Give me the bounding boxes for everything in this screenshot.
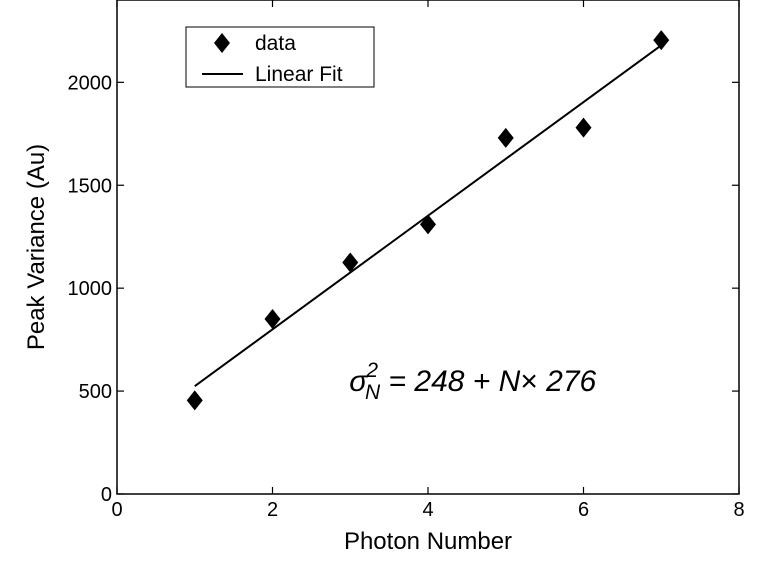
y-tick-label: 500 (79, 381, 112, 403)
data-point (653, 30, 670, 51)
legend-label-linear-fit: Linear Fit (255, 63, 343, 86)
x-tick-label: 6 (578, 499, 589, 521)
data-point (575, 117, 592, 138)
y-tick-label: 0 (101, 484, 112, 506)
data-point (497, 127, 514, 148)
data-point (420, 214, 436, 235)
y-tick-label: 1500 (68, 175, 113, 197)
equation-superscript: 2 (365, 359, 378, 382)
equation-times: × (520, 365, 538, 398)
data-point (264, 309, 281, 330)
data-point (186, 390, 203, 411)
data-point (342, 252, 359, 273)
legend-label-data: data (255, 32, 296, 55)
y-axis-label: Peak Variance (Au) (23, 144, 50, 350)
data-points (186, 30, 670, 411)
legend-diamond-icon (214, 33, 230, 53)
equation-sigma: σ (349, 365, 369, 398)
equation-tail: 276 (538, 365, 597, 398)
equation-body: = 248 + N (380, 365, 520, 398)
x-axis-label: Photon Number (344, 528, 512, 555)
x-tick-label: 2 (267, 499, 278, 521)
x-tick-label: 8 (733, 499, 744, 521)
y-tick-label: 2000 (68, 72, 113, 94)
axis-ticks (116, 0, 740, 495)
x-tick-label: 4 (422, 499, 433, 521)
legend-box (185, 26, 375, 88)
y-tick-label: 1000 (68, 278, 113, 300)
legend: data Linear Fit (185, 26, 375, 88)
x-tick-label: 0 (111, 499, 122, 521)
equation-subscript: N (365, 381, 381, 404)
fit-equation-annotation: σ2 N = 248 + N× 276 (349, 359, 596, 404)
tick-labels: 0 2 4 6 8 0 500 1000 1500 2000 (68, 72, 745, 521)
